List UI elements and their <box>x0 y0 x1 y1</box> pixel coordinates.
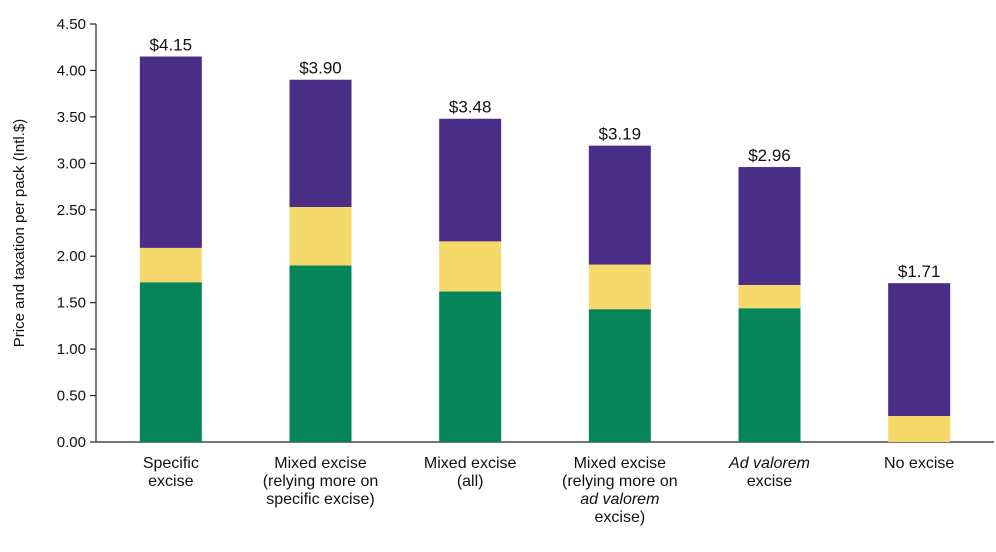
x-category-label: Mixed excise <box>274 455 367 472</box>
bar-segment-series-2 <box>888 415 951 442</box>
bar-total-label: $4.15 <box>150 36 193 55</box>
y-axis-label: Price and taxation per pack (Intl.$) <box>11 119 28 347</box>
bar-segment-series-1 <box>738 308 801 442</box>
x-category-label: Ad valorem <box>728 455 810 472</box>
y-tick-label: 1.00 <box>57 341 86 358</box>
x-category-label: Mixed excise <box>574 455 667 472</box>
bar-total-label: $2.96 <box>748 146 791 165</box>
bar-segment-series-1 <box>139 282 202 442</box>
y-tick-label: 3.00 <box>57 155 86 172</box>
y-axis-label-group: Price and taxation per pack (Intl.$) <box>11 119 28 347</box>
x-category-label: (all) <box>457 473 484 490</box>
bar-segment-series-2 <box>139 247 202 283</box>
x-category-label: excise) <box>594 509 645 526</box>
y-tick-label: 3.50 <box>57 109 86 126</box>
y-tick-label: 2.00 <box>57 248 86 265</box>
x-category-label: excise <box>747 473 792 490</box>
bar-segment-series-3 <box>439 118 502 242</box>
x-category-label: Mixed excise <box>424 455 517 472</box>
bar-segment-series-2 <box>588 264 651 310</box>
bar-total-label: $1.71 <box>898 262 941 281</box>
x-category-label: (relying more on <box>263 473 379 490</box>
axes: 0.00 0.50 1.00 1.50 2.00 2.50 3.00 3.50 4.00 4.50 <box>57 16 994 451</box>
x-category-label: Specific <box>143 455 199 472</box>
y-tick-label: 1.50 <box>57 295 86 312</box>
bar-segment-series-3 <box>888 283 951 416</box>
bar-segment-series-2 <box>738 285 801 309</box>
bar-segment-series-3 <box>738 167 801 286</box>
y-tick-label: 2.50 <box>57 202 86 219</box>
y-tick-label: 0.50 <box>57 388 86 405</box>
y-tick-label: 0.00 <box>57 434 86 451</box>
x-category-label: ad valorem <box>580 491 659 508</box>
y-tick-label: 4.50 <box>57 16 86 33</box>
bar-segment-series-1 <box>439 291 502 442</box>
bar-segment-series-2 <box>289 206 352 266</box>
x-category-label: No excise <box>884 455 954 472</box>
bar-total-label: $3.90 <box>299 59 342 78</box>
x-category-label: (relying more on <box>562 473 678 490</box>
y-tick-label: 4.00 <box>57 62 86 79</box>
bar-total-label: $3.48 <box>449 98 492 117</box>
x-category-label: specific excise) <box>266 491 374 508</box>
bar-segment-series-1 <box>588 309 651 442</box>
bar-segment-series-3 <box>289 79 352 207</box>
bar-total-label: $3.19 <box>599 125 642 144</box>
bar-segment-series-2 <box>439 241 502 292</box>
x-category-label: excise <box>148 473 193 490</box>
bar-segment-series-3 <box>588 145 651 265</box>
bar-segment-series-3 <box>139 56 202 248</box>
bar-segment-series-1 <box>289 265 352 442</box>
bars <box>139 56 951 442</box>
